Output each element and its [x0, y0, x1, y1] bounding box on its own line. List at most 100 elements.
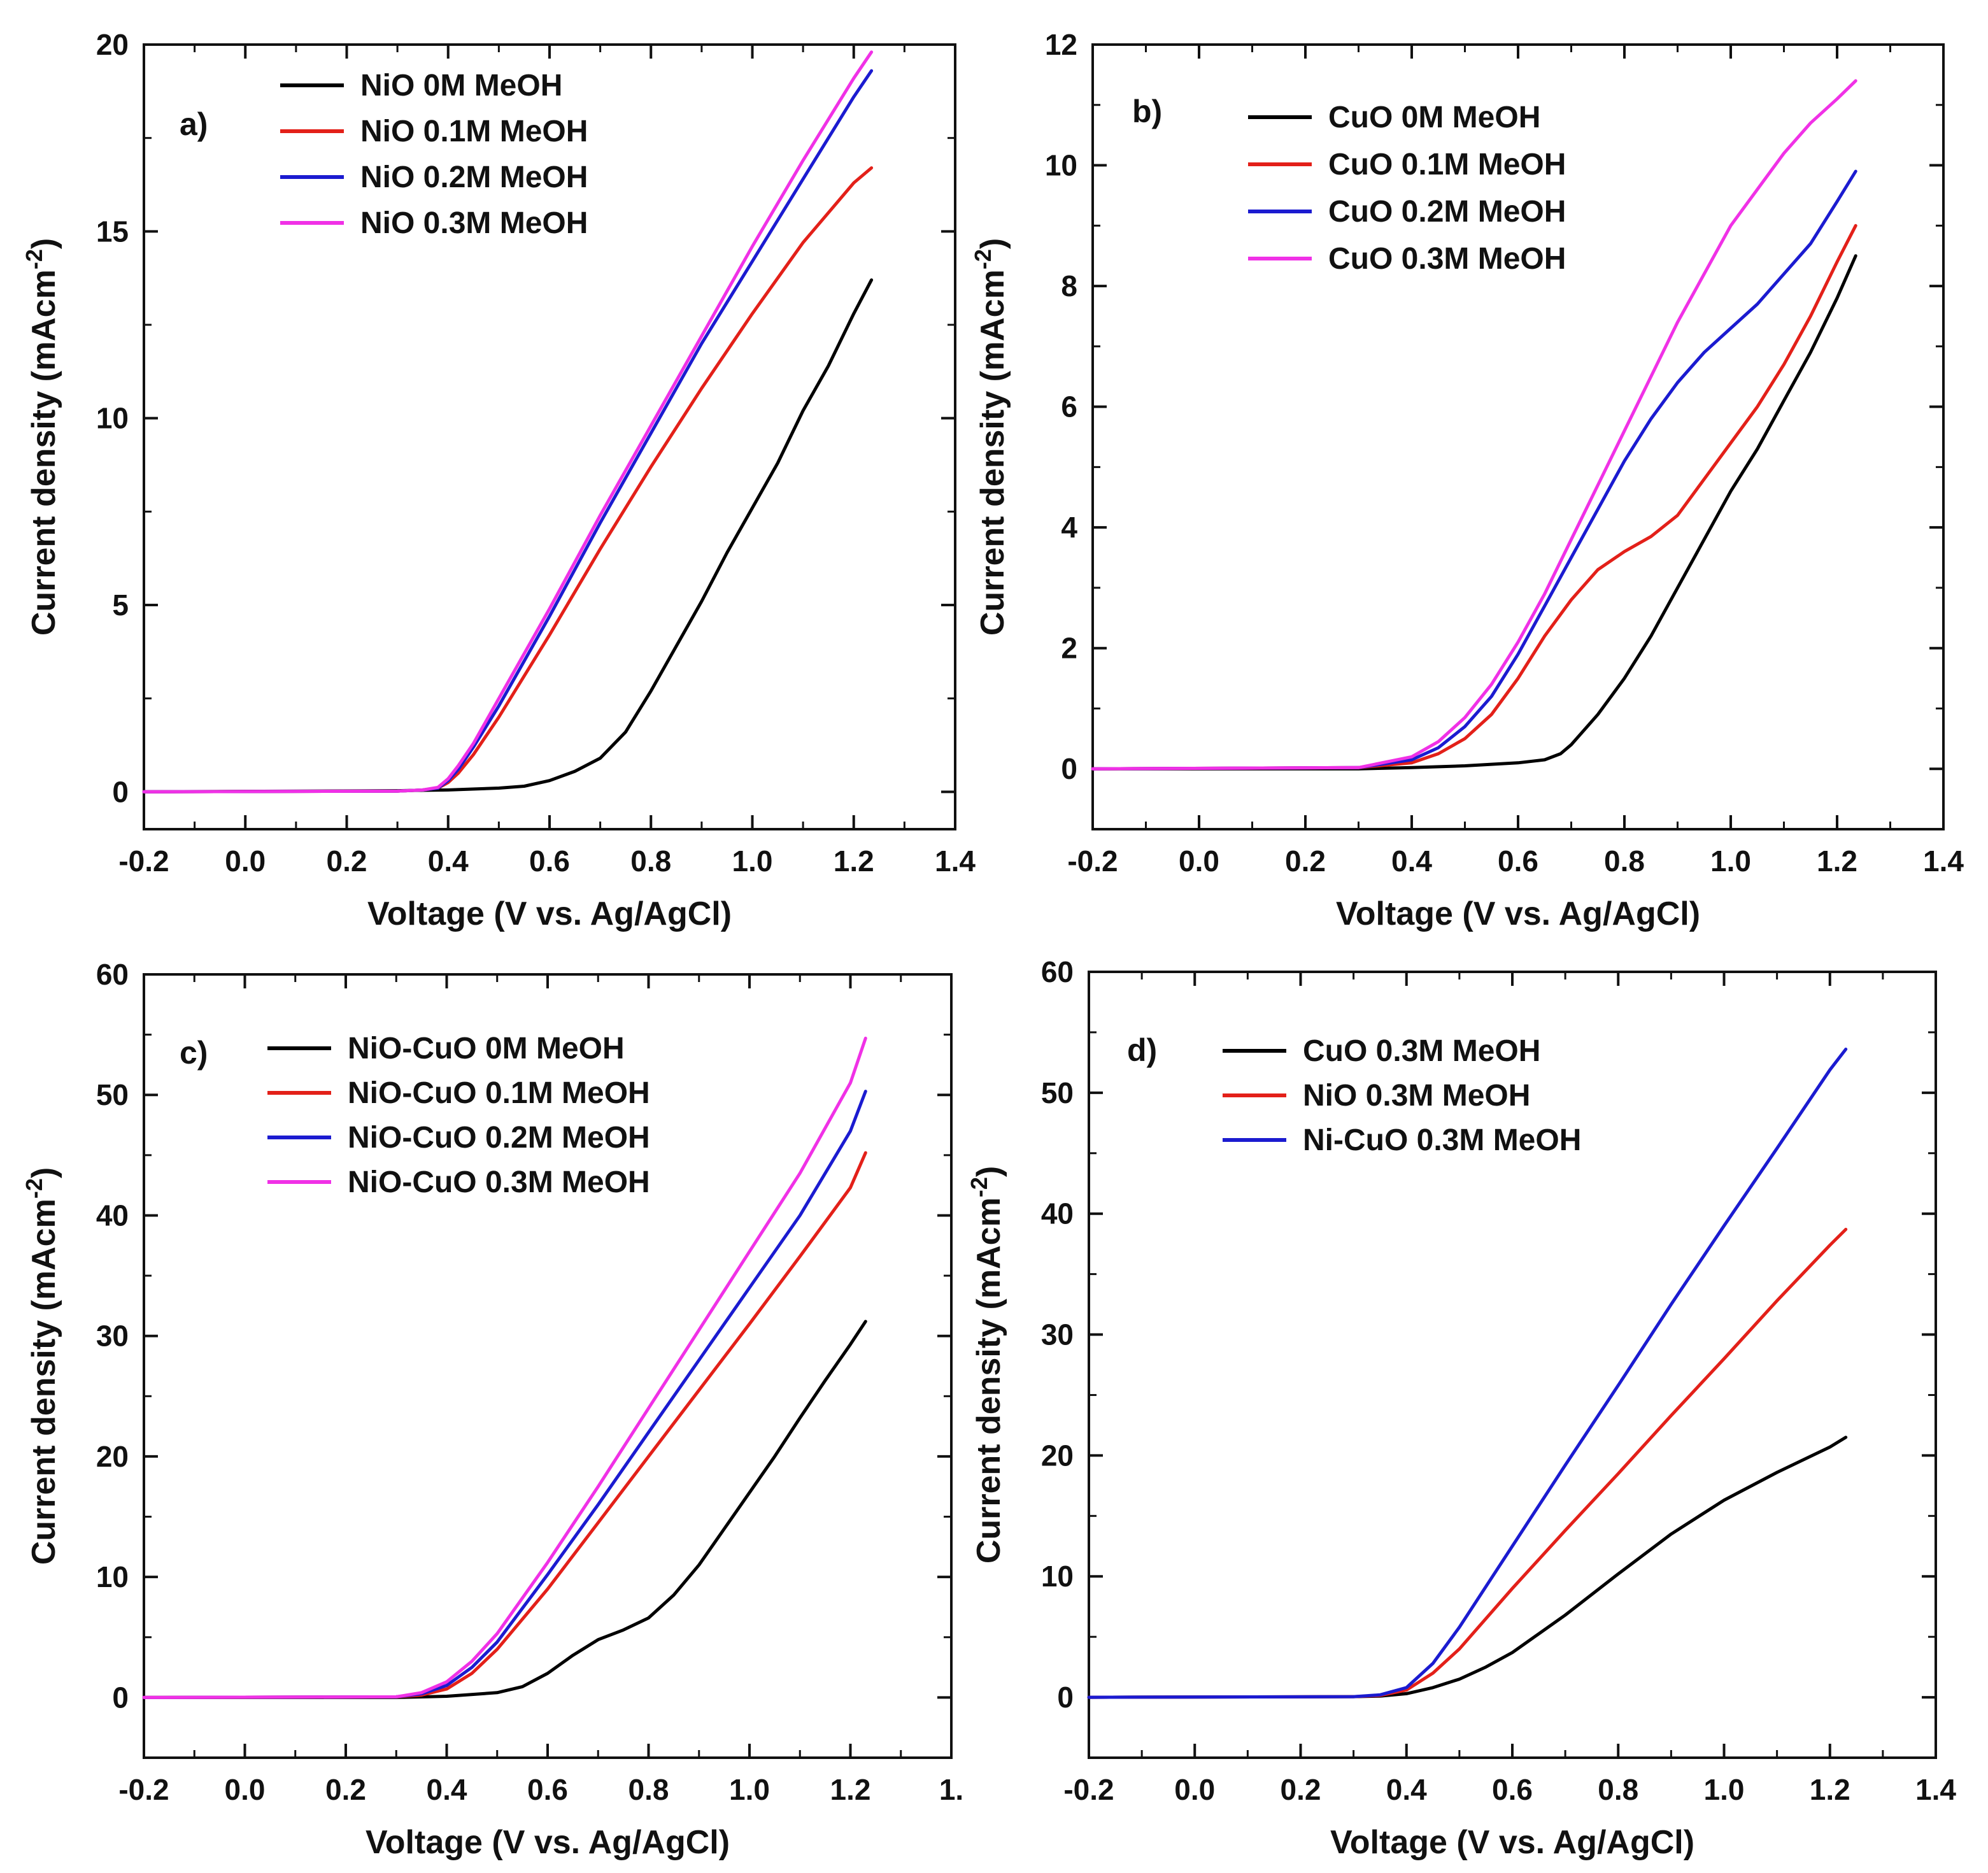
y-axis-label: Current density (mAcm-2) [21, 238, 62, 636]
legend-entry: NiO 0.3M MeOH [1303, 1079, 1530, 1113]
legend-entry: NiO-CuO 0.2M MeOH [348, 1121, 650, 1155]
y-axis-label-close: ) [25, 238, 62, 249]
y-tick-label: 60 [96, 958, 129, 991]
x-tick-label: 1.2 [834, 844, 874, 878]
y-tick-label: 10 [1041, 1560, 1074, 1593]
x-tick-label: 1.0 [729, 1773, 770, 1806]
x-tick-label: 0.8 [1598, 1773, 1638, 1806]
series-line [1087, 1048, 1848, 1699]
x-tick-label: 1.2 [830, 1773, 871, 1806]
x-tick-label: 0.6 [527, 1773, 568, 1806]
legend-entry: CuO 0.2M MeOH [1328, 195, 1566, 229]
series-line [1091, 169, 1857, 771]
x-axis-label: Voltage (V vs. Ag/AgCl) [1336, 895, 1700, 932]
legend-entry: NiO 0.2M MeOH [360, 160, 588, 194]
x-tick-label: 0.4 [427, 1773, 467, 1806]
y-tick-label: 20 [96, 1440, 129, 1473]
x-tick-label: 1.0 [1704, 1773, 1745, 1806]
y-tick-label: 40 [1041, 1197, 1074, 1230]
x-tick-label: 0.0 [225, 844, 266, 878]
legend-entry: Ni-CuO 0.3M MeOH [1303, 1123, 1581, 1157]
series-line [142, 1320, 867, 1699]
x-tick-label: 0.6 [529, 844, 570, 878]
y-tick-label: 20 [96, 28, 129, 61]
panel-label: c) [180, 1035, 208, 1071]
y-tick-label: 0 [1061, 752, 1077, 785]
y-tick-label: 10 [96, 1560, 129, 1593]
legend-entry: NiO 0M MeOH [360, 69, 562, 103]
y-tick-label: 10 [96, 402, 129, 435]
series-line [1087, 1227, 1848, 1699]
legend-entry: CuO 0M MeOH [1328, 101, 1540, 134]
panel-label: b) [1132, 94, 1162, 129]
y-axis-label-close: ) [25, 1167, 62, 1178]
x-tick-label: 1.0 [732, 844, 773, 878]
y-tick-label: 30 [96, 1320, 129, 1353]
x-axis-label: Voltage (V vs. Ag/AgCl) [367, 895, 732, 932]
x-tick-label: 0.4 [1391, 844, 1432, 878]
y-tick-label: 0 [112, 775, 129, 808]
y-tick-label: 4 [1061, 511, 1077, 544]
y-tick-label: 5 [112, 588, 129, 622]
x-tick-label: 0.4 [1386, 1773, 1427, 1806]
legend-entry: CuO 0.1M MeOH [1328, 148, 1566, 182]
y-tick-label: 50 [1041, 1076, 1074, 1109]
x-tick-label: 0.2 [1281, 1773, 1321, 1806]
y-axis-label-superscript: -2 [21, 1178, 47, 1199]
legend-entry: CuO 0.3M MeOH [1303, 1034, 1540, 1068]
y-tick-label: 20 [1041, 1439, 1074, 1472]
panel-a: -0.2 0.0 0.2 0.4 0.6 0.8 1.0 1.2 1.4 0 5 10 15 20 Volt… [21, 28, 976, 932]
x-tick-label: 0.4 [428, 844, 469, 878]
y-tick-label: 2 [1061, 632, 1077, 665]
x-tick-label: 0.2 [327, 844, 367, 878]
series-line [142, 1151, 867, 1699]
y-tick-label: 15 [96, 215, 129, 248]
y-tick-label: 12 [1045, 28, 1077, 61]
x-tick-label: -0.2 [1067, 844, 1118, 878]
y-axis-label-main: Current density (mAcm [974, 269, 1011, 636]
x-tick-label: 0.6 [1492, 1773, 1533, 1806]
x-tick-label: 1.2 [1810, 1773, 1850, 1806]
legend-entry: NiO 0.3M MeOH [360, 206, 588, 240]
y-axis-label-main: Current density (mAcm [25, 1199, 62, 1565]
x-axis-label: Voltage (V vs. Ag/AgCl) [366, 1824, 730, 1861]
y-tick-label: 6 [1061, 390, 1077, 424]
y-axis-label-main: Current density (mAcm [970, 1197, 1007, 1563]
x-tick-label: -0.2 [1063, 1773, 1114, 1806]
y-axis-label: Current density (mAcm-2) [966, 1166, 1007, 1563]
panel-b: -0.2 0.0 0.2 0.4 0.6 0.8 1.0 1.2 1.4 0 2 4 6 8 10 12 Vol… [970, 28, 1964, 932]
x-tick-label: 0.8 [1604, 844, 1645, 878]
x-tick-label: 0.2 [1285, 844, 1326, 878]
y-tick-label: 60 [1041, 955, 1074, 988]
x-tick-label: 0.0 [225, 1773, 266, 1806]
y-tick-label: 40 [96, 1199, 129, 1232]
legend-entry: NiO-CuO 0.3M MeOH [348, 1165, 650, 1199]
y-axis-label-superscript: -2 [970, 249, 996, 269]
x-tick-label: -0.2 [118, 1773, 169, 1806]
x-tick-label: 1.2 [1817, 844, 1857, 878]
x-tick-label: 0.6 [1498, 844, 1538, 878]
y-axis-label-close: ) [970, 1166, 1007, 1177]
y-axis-label-superscript: -2 [966, 1177, 992, 1197]
x-tick-label: 0.8 [628, 1773, 669, 1806]
series-line [1091, 79, 1857, 771]
legend-entry: NiO-CuO 0M MeOH [348, 1032, 625, 1065]
x-tick-label: 1.4 [1915, 1773, 1956, 1806]
y-tick-label: 30 [1041, 1318, 1074, 1351]
x-tick-label: 0.0 [1174, 1773, 1215, 1806]
series-line [1087, 1435, 1848, 1699]
y-axis-label: Current density (mAcm-2) [970, 238, 1011, 636]
panel-d: -0.2 0.0 0.2 0.4 0.6 0.8 1.0 1.2 1.4 0 10 20 30 40 50 6… [966, 955, 1956, 1861]
x-tick-label: 0.2 [325, 1773, 366, 1806]
series-line [142, 166, 874, 794]
series-line [142, 1036, 867, 1699]
y-axis-label: Current density (mAcm-2) [21, 1167, 62, 1565]
legend-entry: CuO 0.3M MeOH [1328, 242, 1566, 276]
y-tick-label: 8 [1061, 269, 1077, 303]
x-tick-label: 1.4 [935, 844, 976, 878]
panel-c: -0.2 0.0 0.2 0.4 0.6 0.8 1.0 1.2 1.0102030405060… [21, 958, 963, 1861]
panel-label: a) [180, 106, 208, 142]
y-axis-label-close: ) [974, 238, 1011, 249]
series-line [1091, 254, 1857, 771]
